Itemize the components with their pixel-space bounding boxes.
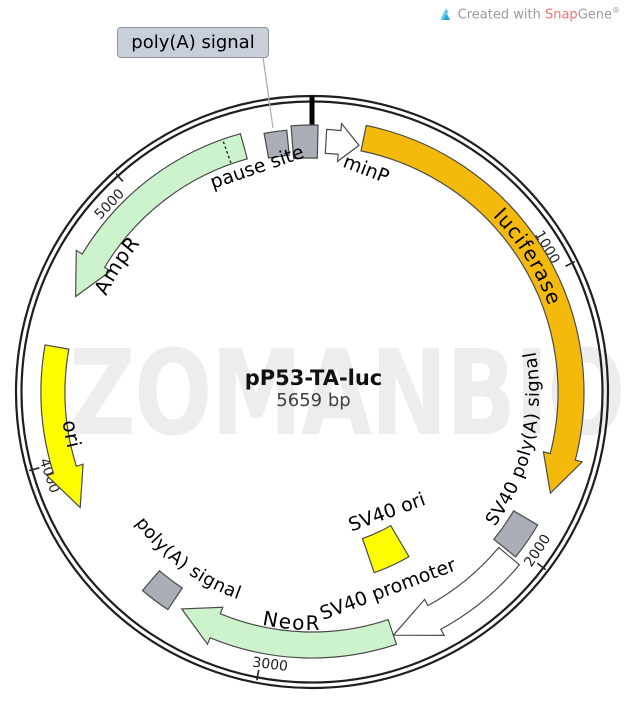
feature-sv40-promoter — [392, 546, 521, 637]
snapgene-credit: Created with SnapGene® — [439, 6, 620, 22]
callout-leader-line — [262, 56, 274, 129]
tick-1000 — [565, 260, 576, 267]
feature-minP — [324, 122, 360, 163]
feature-polya-signal — [141, 569, 184, 611]
feature-ampR-divider — [222, 140, 232, 164]
feature-ori — [40, 344, 84, 509]
tick-2000 — [536, 562, 547, 571]
feature-sv40-polya-signal — [493, 509, 539, 558]
tick-4000 — [29, 467, 40, 472]
feature-luciferase — [360, 124, 585, 495]
plasmid-title-block: pP53-TA-luc 5659 bp — [0, 366, 627, 412]
feature-pause-site-box-a — [263, 129, 290, 159]
label-neoR: NeoR — [261, 606, 321, 635]
credit-text: Created with SnapGene® — [457, 6, 620, 23]
plasmid-name: pP53-TA-luc — [244, 366, 383, 390]
feature-ampR — [74, 132, 249, 298]
plasmid-size: 5659 bp — [276, 390, 351, 411]
snapgene-logo-icon — [440, 7, 450, 20]
tick-label-3000: 3000 — [251, 655, 288, 675]
polya-signal-callout: poly(A) signal — [117, 27, 269, 58]
feature-neoR — [180, 606, 398, 659]
tick-5000 — [115, 173, 124, 182]
feature-sv40-ori — [361, 524, 410, 574]
watermark: ZOMANBIO — [68, 324, 626, 462]
feature-pause-site-box-b — [290, 124, 319, 160]
tick-3000 — [255, 669, 260, 681]
